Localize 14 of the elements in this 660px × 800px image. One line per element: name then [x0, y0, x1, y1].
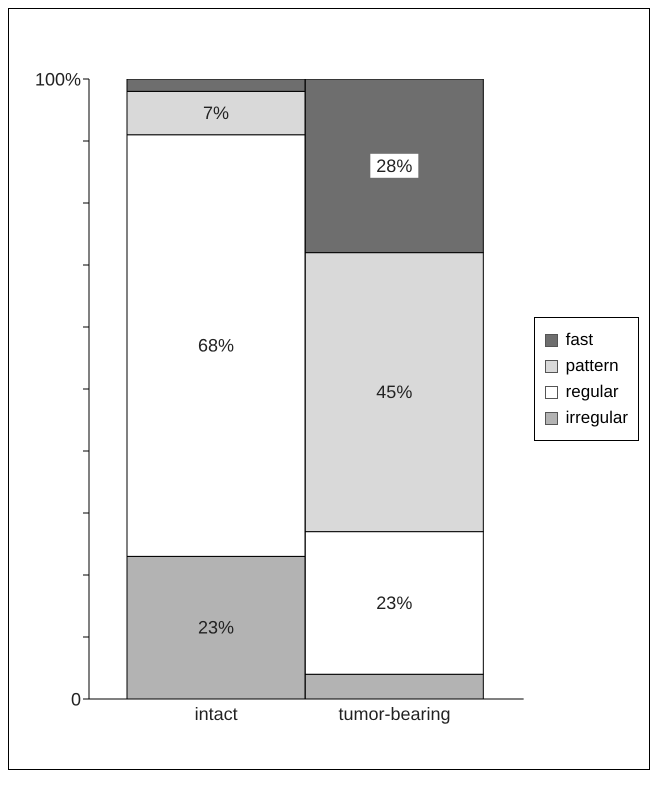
data-label: 45%: [376, 382, 412, 402]
x-tick-label: intact: [194, 704, 238, 724]
data-label: 28%: [376, 156, 412, 176]
text: regular: [566, 382, 619, 402]
y-tick-label: 0: [70, 689, 81, 710]
data-label: 7%: [202, 103, 230, 124]
data-label: 23%: [376, 592, 412, 613]
legend-label: irregular: [566, 408, 628, 428]
x-tick-label: tumor-bearing: [338, 704, 451, 724]
legend-label: fast: [566, 330, 594, 350]
legend-label: pattern: [566, 356, 619, 376]
data-label: 23%: [198, 618, 234, 638]
y-tick-label: 100%: [34, 69, 81, 90]
data-label: 68%: [198, 336, 234, 356]
